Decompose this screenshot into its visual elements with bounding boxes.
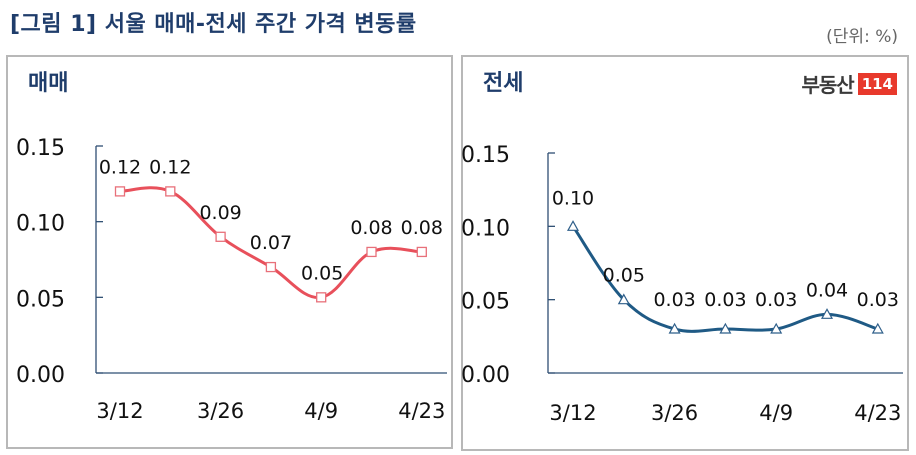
logo-text: 부동산 xyxy=(801,73,854,97)
jeonse-chart-title: 전세 xyxy=(483,71,524,96)
sale-chart-panel: 매매 xyxy=(6,55,453,449)
unit-label: (단위: %) xyxy=(826,27,898,47)
logo: 부동산 114 xyxy=(801,69,897,98)
figure-title: [그림 1] 서울 매매-전세 주간 가격 변동률 xyxy=(10,12,417,37)
jeonse-chart-panel: 전세 부동산 114 xyxy=(461,55,909,451)
sale-chart-title: 매매 xyxy=(28,71,69,96)
logo-badge: 114 xyxy=(857,72,897,95)
